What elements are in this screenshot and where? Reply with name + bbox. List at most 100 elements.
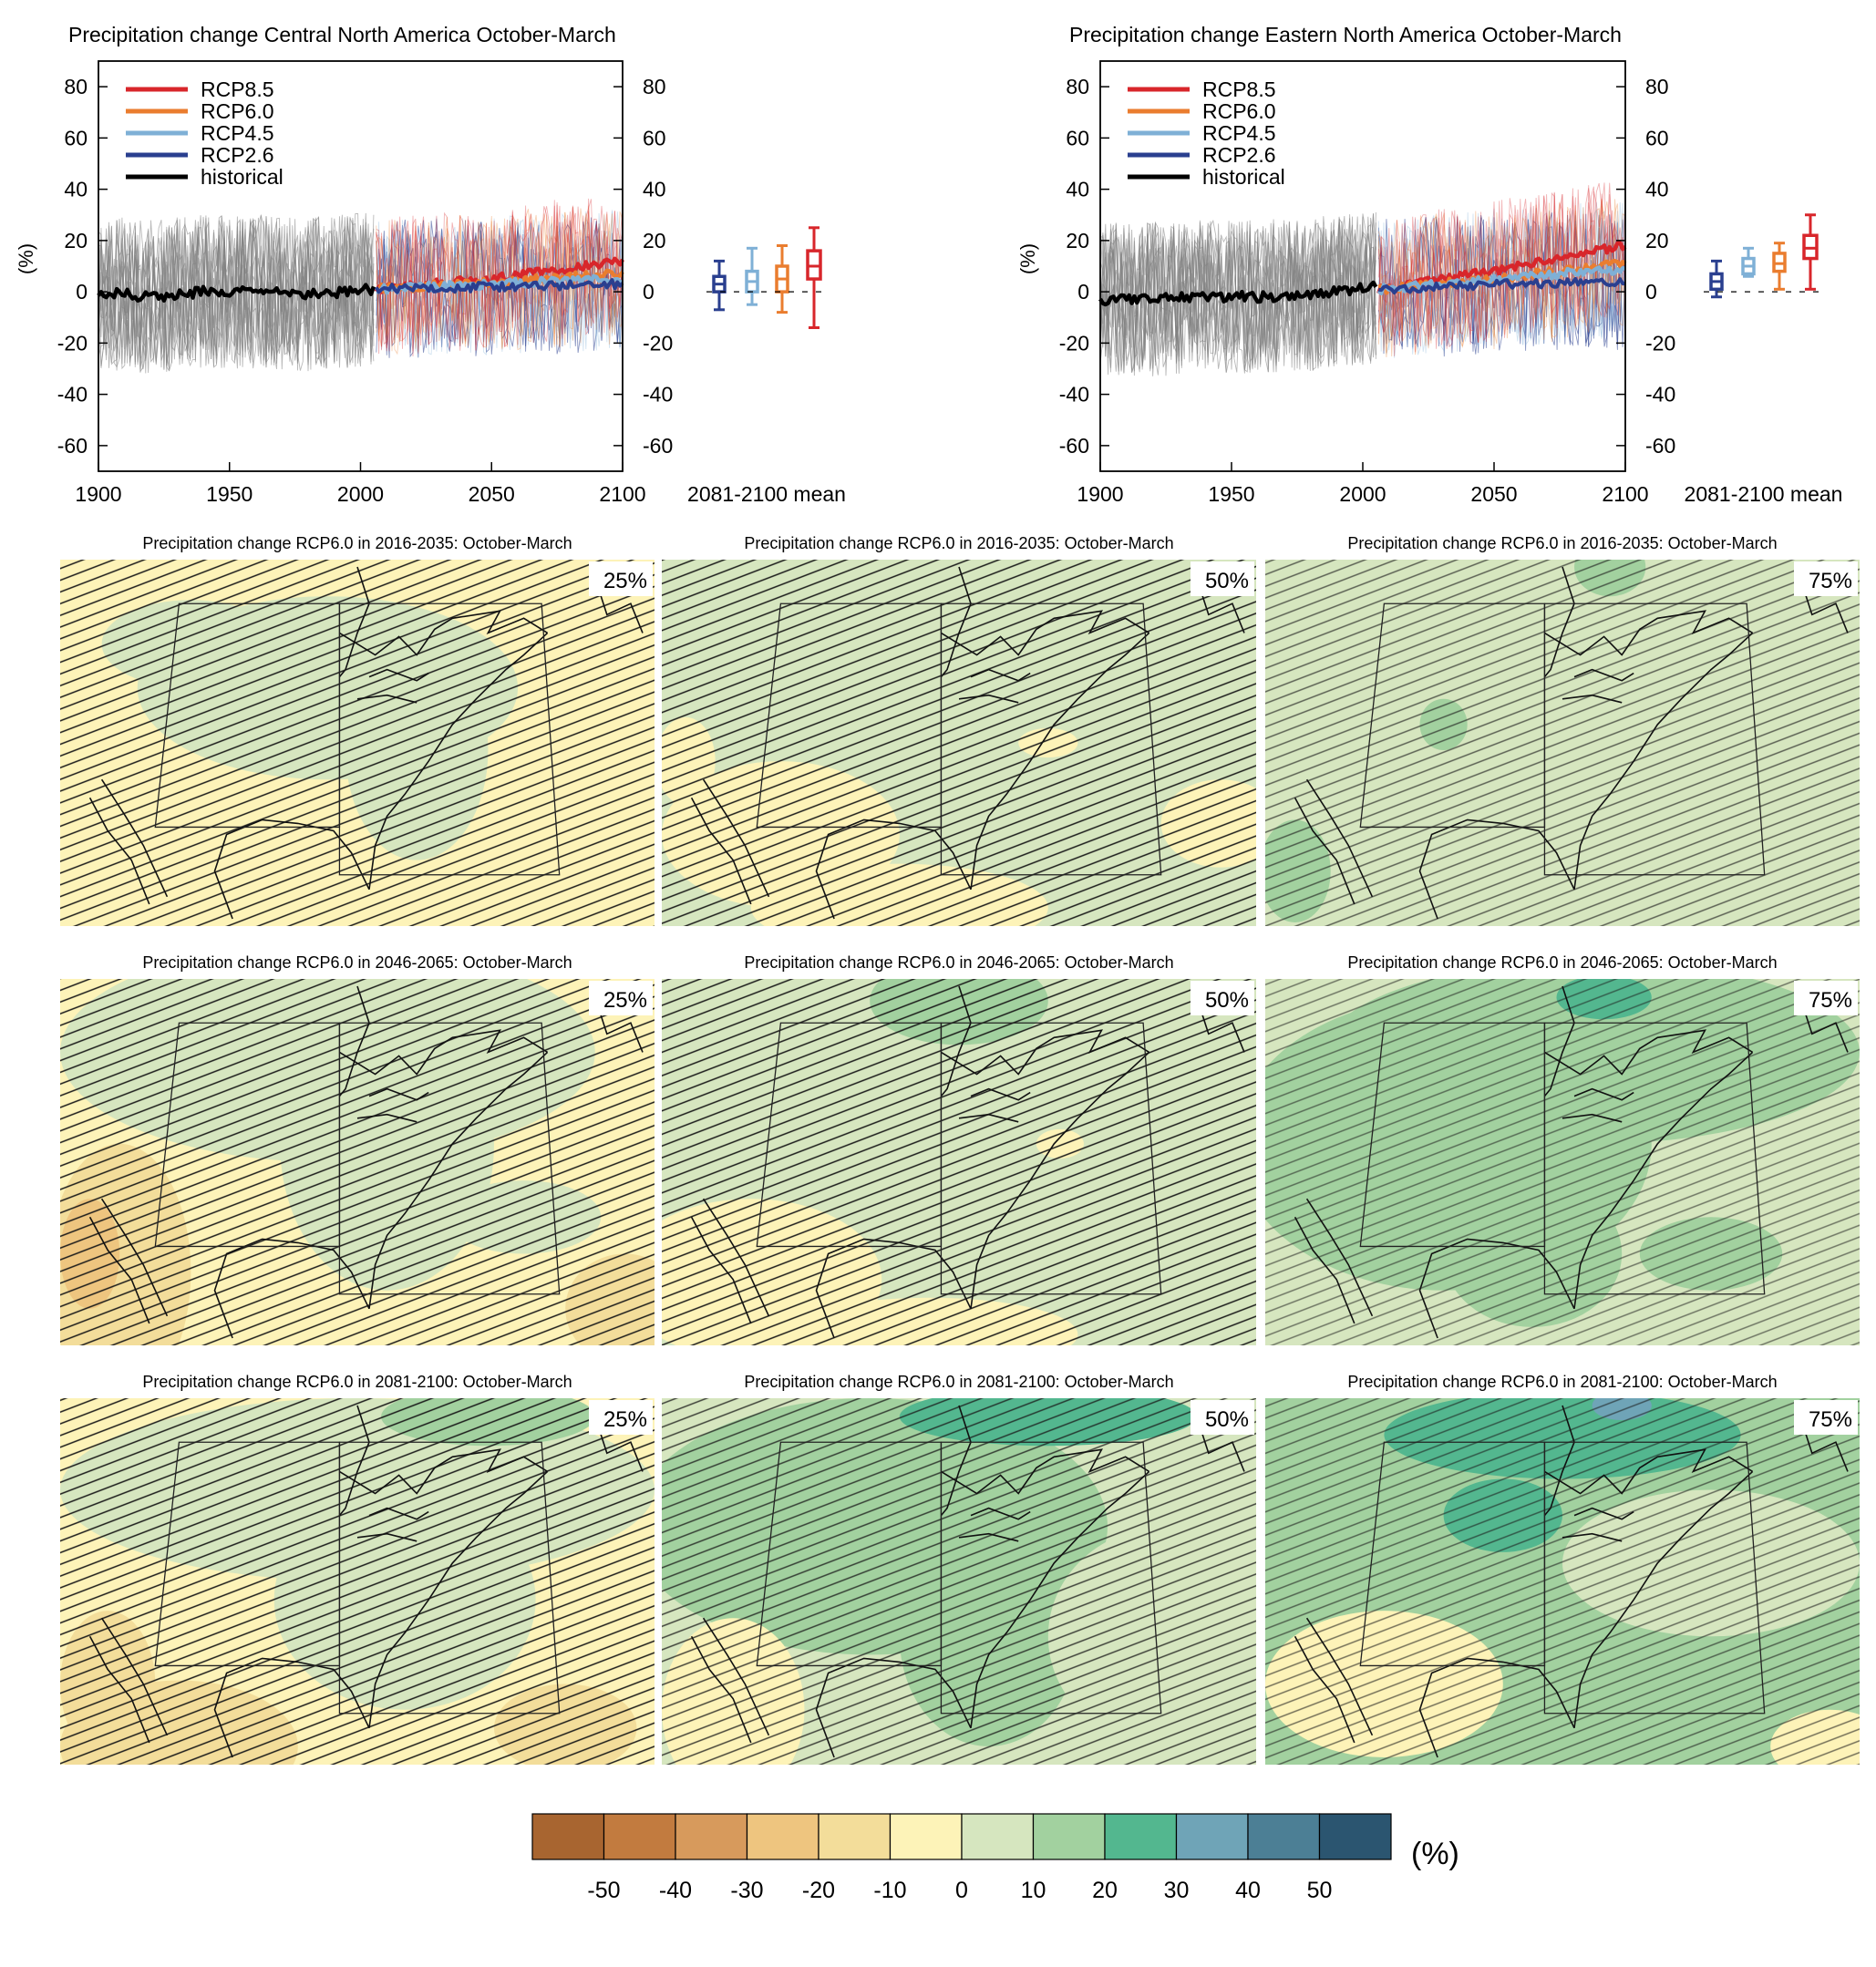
model-trace-rcp8.5	[376, 198, 624, 357]
model-trace-rcp8.5	[376, 199, 624, 352]
x-tick-label: 1950	[206, 482, 253, 506]
series-line-rcp8.5	[1376, 241, 1627, 294]
model-trace-rcp4.5	[1377, 201, 1626, 347]
x-tick-label: 2000	[337, 482, 384, 506]
legend-label: RCP8.5	[1202, 77, 1276, 101]
percentile-label: 50%	[1205, 1407, 1249, 1432]
coastline	[338, 985, 370, 1097]
map-title: Precipitation change RCP6.0 in 2046-2065…	[744, 953, 1173, 972]
colorbar-swatch	[961, 1813, 1035, 1860]
coastline	[338, 1029, 549, 1076]
colorbar-unit: (%)	[1411, 1837, 1459, 1871]
region-box-ena	[338, 602, 561, 876]
coastline	[690, 1216, 752, 1324]
y-tick-label: 80	[1066, 75, 1089, 98]
region-box-ena	[940, 1441, 1162, 1715]
coastline	[368, 668, 429, 682]
y-tick-label: 0	[643, 280, 655, 304]
model-trace-rcp2.6	[1377, 214, 1626, 351]
coastline	[1305, 1198, 1374, 1317]
percentile-label: 25%	[603, 988, 647, 1013]
map-title: Precipitation change RCP6.0 in 2046-2065…	[1347, 953, 1777, 972]
map-body	[1265, 560, 1860, 926]
coastline	[338, 1448, 549, 1495]
map-hatching	[662, 979, 1256, 1345]
y-tick-label: -40	[57, 383, 88, 407]
map-hatching	[662, 1398, 1256, 1765]
y-tick-label: 60	[1066, 126, 1089, 149]
series-line-historical	[1098, 280, 1378, 307]
coastline	[1418, 819, 1575, 920]
colorbar-swatch	[1032, 1813, 1106, 1860]
model-trace-rcp8.5	[376, 205, 624, 351]
y-tick-label: 20	[64, 229, 88, 252]
y-tick-label: 80	[1645, 75, 1669, 98]
map-hatching	[662, 560, 1256, 926]
percentile-badge	[1794, 981, 1858, 1015]
coastline	[356, 694, 417, 704]
coastline	[368, 632, 549, 890]
coastline	[1799, 1416, 1849, 1472]
map-panel: Precipitation change RCP6.0 in 2081-2100…	[60, 1373, 655, 1765]
region-box-ena	[338, 1441, 561, 1715]
y-tick-label: 0	[1645, 280, 1657, 304]
region-box-ena	[940, 602, 1162, 876]
y-axis-label: (%)	[1016, 243, 1039, 274]
coastline	[213, 1238, 370, 1339]
coastline	[1543, 1029, 1754, 1076]
map-body	[662, 560, 1256, 926]
y-tick-label: 40	[643, 178, 666, 201]
y-tick-label: -20	[1645, 331, 1675, 355]
map-title: Precipitation change RCP6.0 in 2016-2035…	[744, 534, 1173, 552]
coastline	[1543, 1405, 1575, 1517]
percentile-label: 25%	[603, 1407, 647, 1432]
model-spread	[98, 198, 624, 374]
percentile-badge	[1191, 1400, 1254, 1435]
map-body	[60, 560, 655, 926]
legend-label: RCP4.5	[1202, 121, 1276, 145]
map-body	[1265, 1398, 1860, 1765]
coastline	[1294, 797, 1355, 905]
coastline	[815, 1238, 972, 1339]
colorbar-swatch	[1247, 1813, 1321, 1860]
y-tick-label: -20	[1059, 331, 1089, 355]
series-line-rcp2.6	[1378, 276, 1626, 295]
colorbar-tick-label: -50	[587, 1878, 620, 1903]
coastline	[970, 668, 1031, 682]
coastline	[368, 1507, 429, 1520]
coastline	[940, 566, 972, 678]
model-trace-historical	[98, 215, 375, 370]
colorbar-swatch	[1318, 1813, 1392, 1860]
model-trace-rcp2.6	[376, 217, 624, 358]
map-panel: Precipitation change RCP6.0 in 2081-2100…	[1265, 1373, 1860, 1765]
percentile-badge	[1191, 561, 1254, 596]
percentile-label: 75%	[1809, 988, 1852, 1013]
coastline	[1562, 1532, 1623, 1542]
y-tick-label: -20	[57, 331, 88, 355]
map-title: Precipitation change RCP6.0 in 2081-2100…	[142, 1373, 572, 1391]
box-axis-label: 2081-2100 mean	[1685, 482, 1843, 506]
series-line-historical	[97, 283, 376, 304]
coastline	[958, 694, 1019, 704]
y-tick-label: 60	[1645, 126, 1669, 149]
y-tick-label: -60	[1059, 434, 1089, 458]
coastline	[100, 1617, 169, 1736]
map-panel: Precipitation change RCP6.0 in 2016-2035…	[662, 534, 1256, 926]
y-tick-label: -60	[643, 434, 673, 458]
coastline	[368, 1470, 549, 1728]
percentile-badge	[1191, 981, 1254, 1015]
percentile-label: 25%	[603, 569, 647, 593]
map-body	[60, 979, 655, 1345]
coastline	[1196, 1416, 1245, 1472]
coastline	[1196, 996, 1245, 1053]
colorbar-swatch	[746, 1813, 819, 1860]
coastline	[1562, 1113, 1623, 1123]
model-trace-rcp6.0	[1377, 203, 1626, 358]
coastline	[1418, 1657, 1575, 1758]
coastline	[1573, 1507, 1634, 1520]
coastline	[1573, 668, 1634, 682]
colorbar-swatch	[818, 1813, 892, 1860]
y-tick-label: 40	[64, 178, 88, 201]
